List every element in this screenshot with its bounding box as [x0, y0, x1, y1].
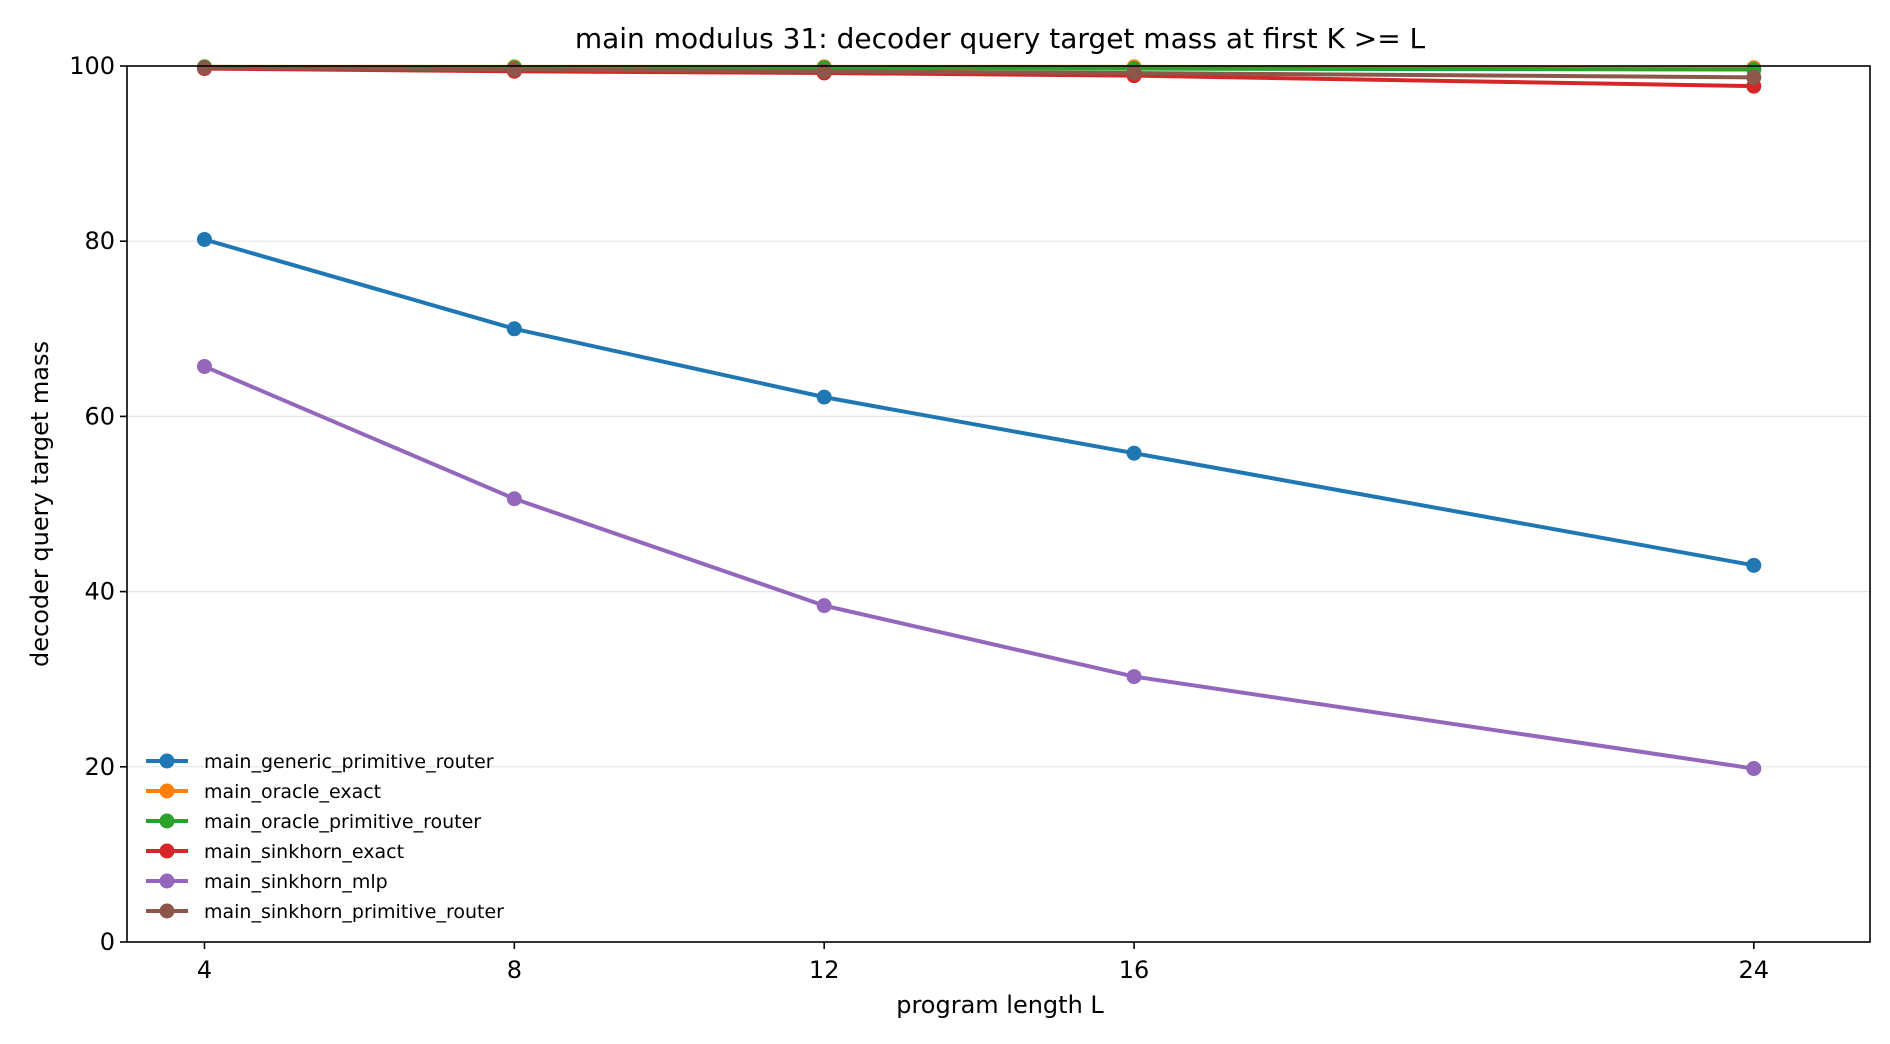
series-layer — [196, 59, 1762, 777]
data-point — [506, 321, 522, 337]
legend-marker — [159, 903, 175, 919]
data-point — [506, 62, 522, 78]
legend-label: main_sinkhorn_exact — [204, 841, 404, 863]
y-axis-label: decoder query target mass — [26, 341, 54, 667]
legend-item: main_oracle_exact — [146, 781, 381, 803]
series-main_generic_primitive_router — [196, 231, 1762, 573]
data-point — [1126, 445, 1142, 461]
legend-label: main_oracle_primitive_router — [204, 811, 481, 833]
legend-label: main_generic_primitive_router — [204, 751, 494, 773]
legend-marker — [159, 843, 175, 859]
x-tick-label: 8 — [507, 956, 522, 984]
data-point — [196, 231, 212, 247]
legend-label: main_sinkhorn_primitive_router — [204, 901, 504, 923]
chart-title: main modulus 31: decoder query target ma… — [575, 22, 1426, 55]
axes: 0 20 40 60 80 100 4 8 12 16 24 — [69, 52, 1769, 984]
legend-item: main_sinkhorn_mlp — [146, 871, 388, 893]
legend-marker — [159, 813, 175, 829]
data-point — [816, 389, 832, 405]
data-point — [816, 63, 832, 79]
legend-item: main_generic_primitive_router — [146, 751, 494, 773]
legend-label: main_sinkhorn_mlp — [204, 871, 388, 893]
data-point — [506, 491, 522, 507]
y-tick-label: 80 — [84, 227, 115, 255]
grid-lines — [127, 240, 1870, 768]
series-line — [203, 237, 1755, 568]
y-tick-label: 40 — [84, 578, 115, 606]
data-point — [1746, 761, 1762, 777]
data-point — [1126, 65, 1142, 81]
x-tick-label: 24 — [1739, 956, 1770, 984]
y-tick-label: 100 — [69, 52, 115, 80]
x-axis-label: program length L — [896, 991, 1104, 1019]
data-point — [1746, 69, 1762, 85]
legend-marker — [159, 783, 175, 799]
legend-item: main_sinkhorn_exact — [146, 841, 404, 863]
y-tick-label: 0 — [100, 928, 115, 956]
x-tick-label: 16 — [1119, 956, 1150, 984]
legend-marker — [159, 753, 175, 769]
legend-item: main_oracle_primitive_router — [146, 811, 481, 833]
legend-label: main_oracle_exact — [204, 781, 381, 803]
data-point — [196, 60, 212, 76]
data-point — [196, 358, 212, 374]
y-tick-label: 60 — [84, 402, 115, 430]
x-tick-label: 12 — [809, 956, 840, 984]
legend-item: main_sinkhorn_primitive_router — [146, 901, 504, 923]
series-main_sinkhorn_mlp — [196, 358, 1762, 777]
legend: main_generic_primitive_router main_oracle… — [146, 751, 504, 923]
x-tick-label: 4 — [197, 956, 212, 984]
data-point — [816, 598, 832, 614]
data-point — [1746, 557, 1762, 573]
y-tick-label: 20 — [84, 753, 115, 781]
legend-marker — [159, 873, 175, 889]
data-point — [1126, 669, 1142, 685]
plot-frame — [126, 65, 1871, 943]
